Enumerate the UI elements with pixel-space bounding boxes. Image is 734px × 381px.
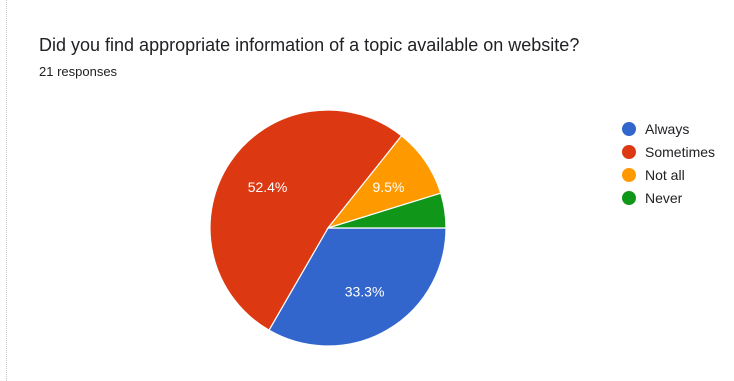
legend-item-sometimes[interactable]: Sometimes [622, 140, 715, 163]
pie-slice-sometimes[interactable] [209, 109, 403, 332]
pie-slice-always[interactable] [268, 227, 447, 347]
pie-slices [209, 109, 447, 347]
legend-swatch-never [622, 190, 636, 205]
left-divider [6, 0, 7, 381]
pie-label-sometimes: 52.4% [248, 179, 288, 195]
chart-legend: Always Sometimes Not all Never [622, 117, 715, 209]
pie-slice-never[interactable] [327, 192, 447, 229]
legend-item-not-all[interactable]: Not all [622, 163, 715, 186]
legend-label-never: Never [645, 189, 683, 206]
chart-title: Did you find appropriate information of … [39, 35, 580, 55]
legend-item-always[interactable]: Always [622, 117, 715, 140]
pie-label-not-all: 9.5% [372, 179, 404, 195]
legend-swatch-always [622, 121, 636, 136]
legend-label-sometimes: Sometimes [645, 143, 716, 160]
pie-labels: 33.3% 52.4% 9.5% [248, 179, 405, 300]
legend-label-not-all: Not all [645, 166, 685, 183]
legend-item-never[interactable]: Never [622, 186, 715, 209]
legend-label-always: Always [645, 120, 690, 137]
legend-swatch-not-all [622, 167, 636, 182]
response-count: 21 responses [39, 64, 118, 79]
pie-label-always: 33.3% [345, 283, 385, 299]
legend-swatch-sometimes [622, 144, 636, 159]
